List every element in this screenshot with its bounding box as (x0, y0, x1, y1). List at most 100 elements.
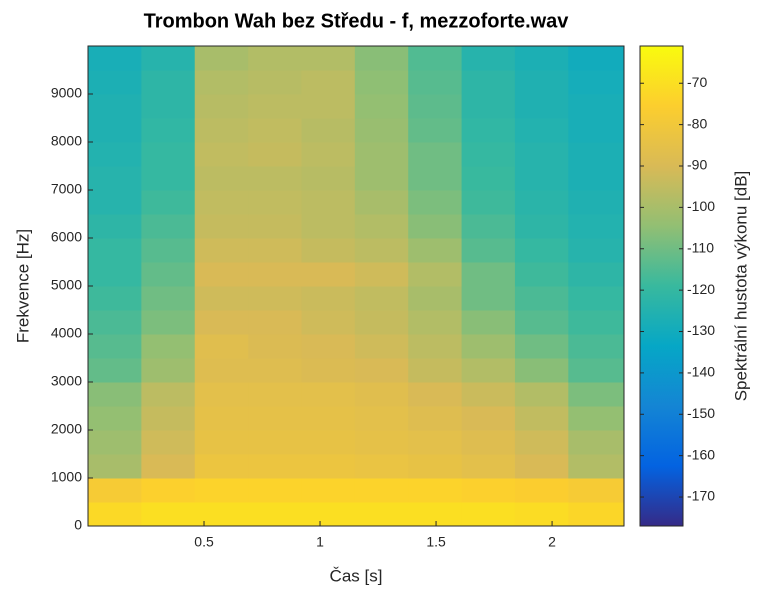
heatmap-cell (301, 46, 355, 71)
heatmap-cell (355, 118, 409, 143)
heatmap-cell (195, 430, 249, 455)
heatmap-cell (568, 406, 624, 431)
heatmap-cell (248, 46, 302, 71)
heatmap-cell (355, 310, 409, 335)
heatmap-cell (141, 382, 195, 407)
heatmap-cell (88, 70, 142, 95)
heatmap-cell (408, 94, 462, 119)
heatmap-cell (408, 478, 462, 503)
heatmap-cell (195, 454, 249, 479)
heatmap-cell (568, 478, 624, 503)
colorbar-tick-label: -100 (687, 198, 715, 214)
heatmap-cell (301, 478, 355, 503)
heatmap-cell (301, 142, 355, 167)
heatmap-cell (301, 358, 355, 383)
heatmap-cell (195, 214, 249, 239)
heatmap-cell (515, 502, 569, 527)
heatmap-cell (462, 358, 516, 383)
heatmap-cell (462, 214, 516, 239)
heatmap-cell (408, 382, 462, 407)
colorbar-tick-label: -90 (687, 157, 707, 173)
heatmap-cell (195, 238, 249, 263)
heatmap-cell (248, 70, 302, 95)
heatmap-cell (462, 478, 516, 503)
heatmap-cell (408, 310, 462, 335)
heatmap-cell (355, 190, 409, 215)
heatmap-cell (301, 334, 355, 359)
heatmap-cell (355, 454, 409, 479)
heatmap-cell (462, 166, 516, 191)
heatmap-cell (141, 262, 195, 287)
colorbar-label: Spektrální hustota výkonu [dB] (731, 171, 750, 402)
heatmap-cell (141, 454, 195, 479)
heatmap-cell (141, 478, 195, 503)
heatmap-cell (301, 166, 355, 191)
heatmap-cell (355, 70, 409, 95)
heatmap-cell (355, 286, 409, 311)
heatmap-cell (141, 502, 195, 527)
heatmap-cell (462, 382, 516, 407)
heatmap-cell (141, 286, 195, 311)
heatmap-cell (195, 502, 249, 527)
heatmap-cell (462, 190, 516, 215)
heatmap-cell (568, 238, 624, 263)
heatmap-cell (195, 310, 249, 335)
y-tick-label: 7000 (51, 181, 82, 197)
heatmap-cell (88, 238, 142, 263)
heatmap-cell (568, 286, 624, 311)
heatmap-cell (141, 334, 195, 359)
heatmap-cell (515, 286, 569, 311)
heatmap-cell (195, 262, 249, 287)
heatmap-cell (141, 118, 195, 143)
heatmap-cell (248, 478, 302, 503)
heatmap-cell (88, 358, 142, 383)
heatmap-cell (355, 46, 409, 71)
heatmap-cell (355, 142, 409, 167)
heatmap-cell (355, 430, 409, 455)
heatmap-cell (462, 118, 516, 143)
heatmap-cell (248, 430, 302, 455)
heatmap-cell (88, 262, 142, 287)
heatmap-cell (515, 166, 569, 191)
heatmap-cell (515, 430, 569, 455)
heatmap-cell (568, 454, 624, 479)
heatmap-cell (195, 142, 249, 167)
heatmap-cell (301, 70, 355, 95)
heatmap-cell (141, 430, 195, 455)
heatmap-cell (195, 334, 249, 359)
heatmap-cell (141, 46, 195, 71)
heatmap-cell (568, 430, 624, 455)
heatmap-cell (568, 190, 624, 215)
heatmap-cell (248, 502, 302, 527)
heatmap-cell (515, 310, 569, 335)
heatmap-cell (195, 478, 249, 503)
heatmap-cell (568, 214, 624, 239)
x-axis-label: Čas [s] (330, 566, 383, 585)
heatmap-cell (141, 214, 195, 239)
colorbar-tick-label: -160 (687, 446, 715, 462)
heatmap-cell (88, 118, 142, 143)
heatmap-cell (248, 382, 302, 407)
heatmap-cell (195, 94, 249, 119)
y-tick-label: 4000 (51, 325, 82, 341)
heatmap-cell (462, 262, 516, 287)
heatmap-cell (462, 406, 516, 431)
y-tick-label: 6000 (51, 229, 82, 245)
y-tick-label: 5000 (51, 277, 82, 293)
heatmap-cell (355, 214, 409, 239)
heatmap-cell (301, 190, 355, 215)
heatmap-cell (88, 94, 142, 119)
heatmap-cell (355, 358, 409, 383)
heatmap-cell (515, 382, 569, 407)
colorbar-tick-label: -150 (687, 405, 715, 421)
heatmap-cell (515, 190, 569, 215)
heatmap-cell (301, 430, 355, 455)
heatmap-cell (462, 502, 516, 527)
x-tick-label: 2 (548, 534, 556, 550)
chart-title: Trombon Wah bez Středu - f, mezzoforte.w… (144, 10, 570, 32)
colorbar-tick-label: -140 (687, 364, 715, 380)
heatmap-cell (462, 454, 516, 479)
heatmap-cell (88, 406, 142, 431)
heatmap-cell (515, 478, 569, 503)
colorbar-tick-label: -80 (687, 115, 707, 131)
